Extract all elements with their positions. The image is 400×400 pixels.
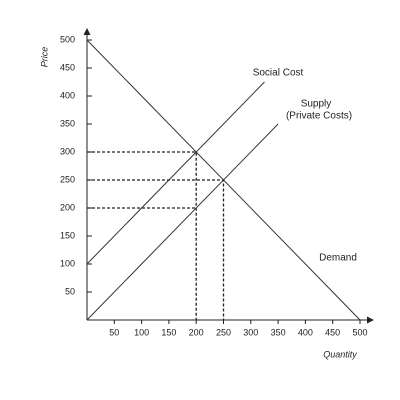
- x-tick-label: 450: [325, 327, 340, 337]
- x-tick-label: 50: [109, 327, 119, 337]
- x-tick-label: 350: [271, 327, 286, 337]
- x-tick-label: 100: [134, 327, 149, 337]
- y-tick-label: 200: [60, 202, 75, 212]
- y-tick-label: 350: [60, 118, 75, 128]
- y-tick-label: 400: [60, 90, 75, 100]
- x-tick-label: 400: [298, 327, 313, 337]
- series-line: [86, 81, 265, 265]
- y-axis-arrow: [83, 28, 91, 35]
- guide-line: [87, 151, 197, 320]
- x-axis-arrow: [367, 316, 374, 324]
- series-line: [86, 123, 279, 321]
- series-label: Supply: [301, 99, 332, 110]
- x-axis-title: Quantity: [323, 349, 357, 359]
- x-tick-label: 200: [189, 327, 204, 337]
- y-tick-label: 300: [60, 146, 75, 156]
- x-tick-label: 500: [352, 327, 367, 337]
- y-tick-label: 100: [60, 258, 75, 268]
- y-tick-label: 500: [60, 34, 75, 44]
- y-tick-label: 50: [65, 286, 75, 296]
- series-sublabel: (Private Costs): [286, 111, 352, 122]
- series-line: [86, 39, 361, 321]
- x-tick-label: 150: [161, 327, 176, 337]
- y-tick-label: 150: [60, 230, 75, 240]
- series-label: Demand: [319, 253, 357, 264]
- y-tick-label: 250: [60, 174, 75, 184]
- x-tick-label: 250: [216, 327, 231, 337]
- y-tick-label: 450: [60, 62, 75, 72]
- x-tick-label: 300: [243, 327, 258, 337]
- series-label: Social Cost: [253, 68, 304, 79]
- y-axis-title: Price: [39, 47, 49, 68]
